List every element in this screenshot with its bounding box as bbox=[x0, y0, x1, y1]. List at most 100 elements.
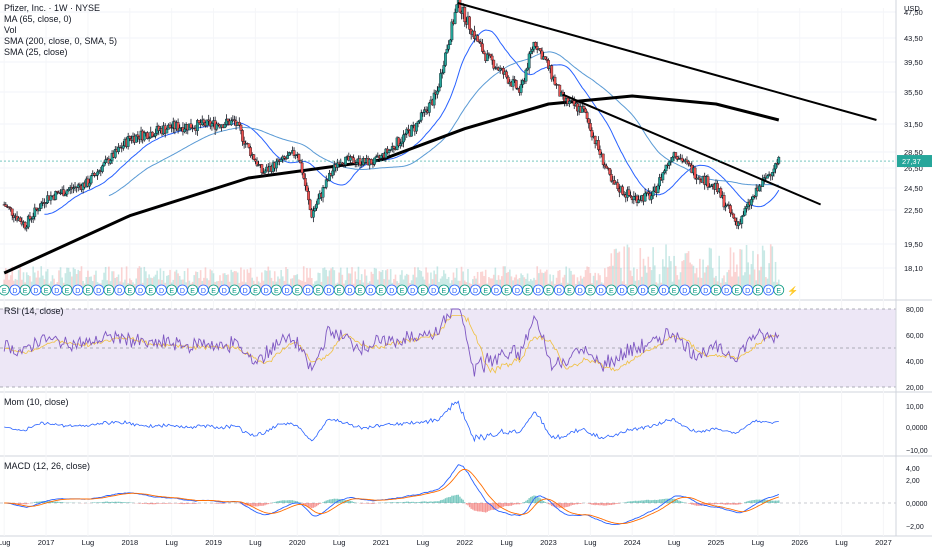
volume-bar bbox=[372, 273, 374, 290]
volume-bar bbox=[178, 275, 181, 290]
dividend-marker bbox=[532, 284, 544, 296]
volume-bar bbox=[433, 270, 435, 290]
candle-body bbox=[239, 124, 243, 131]
macd-histogram-bar bbox=[681, 501, 683, 503]
dividend-marker-label: D bbox=[745, 288, 750, 295]
volume-bar bbox=[240, 267, 242, 290]
dividend-marker bbox=[365, 284, 377, 296]
volume-bar bbox=[425, 267, 427, 290]
macd-histogram-bar bbox=[170, 503, 173, 504]
trendlines[interactable] bbox=[457, 2, 877, 206]
volume-bar bbox=[103, 272, 105, 290]
earnings-marker-label: E bbox=[211, 288, 216, 295]
earnings-marker-label: E bbox=[441, 288, 446, 295]
candle-body bbox=[584, 108, 587, 113]
volume-bar bbox=[711, 268, 714, 290]
candle-body bbox=[527, 53, 531, 69]
volume-bar bbox=[71, 276, 73, 290]
legend-sma200[interactable]: SMA (200, close, 0, SMA, 5) bbox=[4, 36, 118, 46]
legend-ma65[interactable]: MA (65, close, 0) bbox=[4, 14, 72, 24]
earnings-marker-label: E bbox=[483, 288, 488, 295]
candle-body bbox=[7, 206, 11, 208]
macd-histogram-bar bbox=[741, 503, 743, 504]
macd-histogram-bar bbox=[249, 503, 252, 507]
volume-bar bbox=[552, 274, 555, 290]
macd-histogram-bar bbox=[502, 503, 505, 507]
macd-histogram-bar bbox=[712, 503, 714, 505]
dividend-marker bbox=[260, 284, 272, 296]
volume-bar bbox=[278, 278, 281, 290]
candle-body bbox=[397, 137, 401, 146]
macd-histogram-bar bbox=[156, 503, 158, 504]
legend-sma25[interactable]: SMA (25, close) bbox=[4, 47, 68, 57]
candle-body bbox=[331, 170, 335, 176]
y-tick-label: 43,50 bbox=[904, 34, 923, 43]
volume-bar bbox=[212, 273, 215, 290]
volume-bar bbox=[351, 267, 353, 290]
dividend-marker-label: D bbox=[682, 288, 687, 295]
macd-histogram-bar bbox=[636, 500, 638, 503]
volume-bar bbox=[719, 282, 722, 290]
dividend-marker-label: D bbox=[264, 288, 269, 295]
macd-histogram-bar bbox=[146, 503, 149, 505]
rsi-label[interactable]: RSI (14, close) bbox=[4, 306, 64, 316]
candle-body bbox=[588, 123, 592, 131]
dividend-marker-label: D bbox=[410, 288, 415, 295]
y-tick-label: 47,50 bbox=[904, 8, 923, 17]
volume-bar bbox=[169, 269, 171, 290]
volume-bar bbox=[302, 266, 305, 290]
candle-body bbox=[352, 157, 356, 164]
candle-body bbox=[582, 106, 586, 110]
macd-label[interactable]: MACD (12, 26, close) bbox=[4, 461, 91, 471]
volume-bar bbox=[386, 269, 389, 290]
macd-histogram-bar bbox=[625, 502, 627, 503]
volume-bar bbox=[267, 266, 270, 290]
event-markers[interactable]: E E E E E E E E E E E E E E E E E E E E E E E E E E E E E E E E E E E E E ED D… bbox=[0, 284, 798, 297]
volume-bar bbox=[732, 252, 735, 290]
volume-bar bbox=[628, 247, 630, 290]
macd-histogram-bar bbox=[372, 503, 374, 504]
macd-histogram-bar bbox=[663, 498, 666, 503]
candle-body bbox=[176, 122, 180, 131]
volume-bar bbox=[378, 271, 381, 290]
macd-histogram-bar bbox=[761, 499, 764, 503]
volume-bar bbox=[657, 283, 659, 290]
macd-histogram-bar bbox=[98, 502, 100, 503]
volume-bar bbox=[64, 273, 67, 290]
volume-bar bbox=[534, 279, 537, 290]
macd-histogram-bar bbox=[346, 500, 348, 503]
candle-body bbox=[524, 69, 528, 82]
macd-histogram-bar bbox=[517, 503, 519, 505]
volume-bar bbox=[475, 278, 477, 290]
volume-bar bbox=[518, 278, 521, 290]
candle-body bbox=[170, 127, 174, 129]
volume-bar bbox=[339, 267, 342, 290]
macd-histogram-bar bbox=[122, 502, 125, 503]
legend-vol[interactable]: Vol bbox=[4, 25, 17, 35]
macd-histogram-bar bbox=[462, 499, 464, 503]
mom-label[interactable]: Mom (10, close) bbox=[4, 397, 69, 407]
candle-body bbox=[455, 4, 459, 13]
candle-body bbox=[706, 176, 710, 188]
volume-bar bbox=[454, 277, 456, 290]
volume-bar bbox=[265, 270, 268, 290]
macd-histogram-bar bbox=[301, 503, 303, 504]
candle-body bbox=[597, 140, 600, 150]
macd-histogram-bar bbox=[45, 501, 47, 503]
volume-bar bbox=[357, 266, 360, 290]
macd-histogram-bar bbox=[430, 501, 432, 503]
macd-histogram-bar bbox=[214, 503, 216, 504]
mom-tick: −10,00 bbox=[906, 448, 928, 455]
rsi-tick: 60,00 bbox=[906, 333, 924, 340]
macd-histogram-bar bbox=[428, 501, 431, 503]
macd-histogram-bar bbox=[166, 503, 168, 504]
candle-body bbox=[646, 191, 650, 194]
earnings-marker-label: E bbox=[672, 288, 677, 295]
volume-bar bbox=[481, 271, 484, 290]
macd-histogram-bar bbox=[444, 498, 447, 503]
macd-histogram-bar bbox=[612, 503, 614, 505]
volume-bar bbox=[633, 267, 635, 290]
volume-bar bbox=[14, 278, 17, 290]
volume-bar bbox=[175, 269, 178, 290]
